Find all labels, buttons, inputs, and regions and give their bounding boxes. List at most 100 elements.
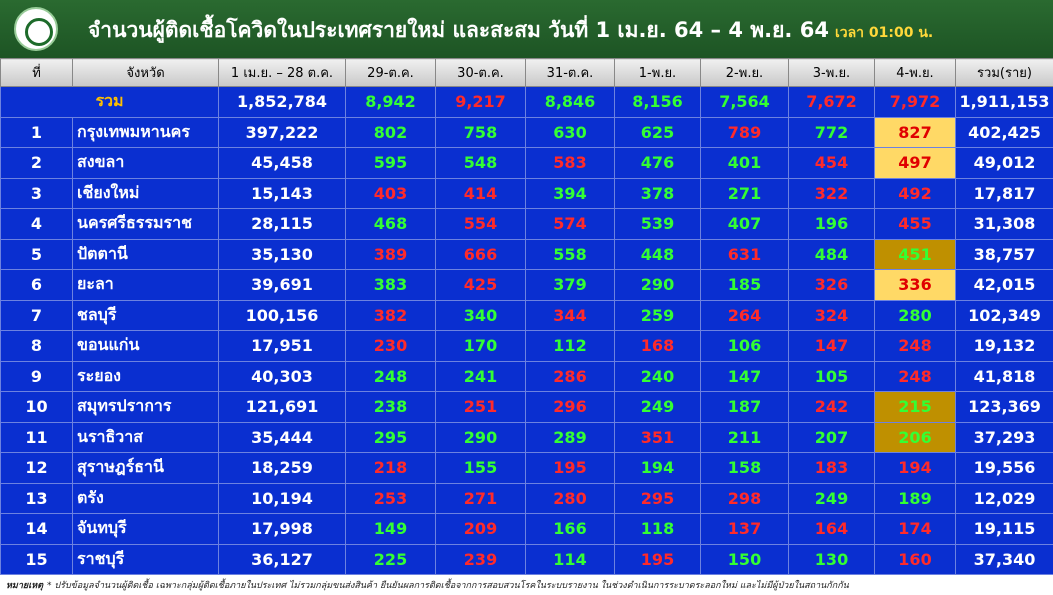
row-number: 11 <box>1 422 73 453</box>
column-header: 29-ต.ค. <box>346 59 436 87</box>
province-cell: นราธิวาส <box>73 422 219 453</box>
daily-cell: 241 <box>436 361 526 392</box>
daily-cell: 112 <box>526 331 615 362</box>
daily-cell: 326 <box>789 270 875 301</box>
row-number: 4 <box>1 209 73 240</box>
daily-cell: 211 <box>701 422 789 453</box>
cumulative-cell: 45,458 <box>219 148 346 179</box>
column-header: 2-พ.ย. <box>701 59 789 87</box>
daily-cell: 137 <box>701 514 789 545</box>
total-cell: 19,556 <box>956 453 1053 484</box>
daily-cell: 271 <box>701 178 789 209</box>
daily-cell: 414 <box>436 178 526 209</box>
cumulative-cell: 15,143 <box>219 178 346 209</box>
daily-cell: 296 <box>526 392 615 423</box>
total-cell: 49,012 <box>956 148 1053 179</box>
cumulative-cell: 18,259 <box>219 453 346 484</box>
footer: หมายเหตุ * ปรับข้อมูลจำนวนผู้ติดเชื้อ เฉพ… <box>0 575 1053 595</box>
province-cell: จันทบุรี <box>73 514 219 545</box>
daily-cell: 189 <box>875 483 956 514</box>
row-number: 10 <box>1 392 73 423</box>
total-label: รวม <box>1 87 219 118</box>
daily-cell: 389 <box>346 239 436 270</box>
daily-cell: 351 <box>615 422 701 453</box>
daily-cell: 218 <box>346 453 436 484</box>
column-header: 3-พ.ย. <box>789 59 875 87</box>
daily-cell: 548 <box>436 148 526 179</box>
daily-cell: 289 <box>526 422 615 453</box>
daily-cell: 164 <box>789 514 875 545</box>
cumulative-cell: 35,130 <box>219 239 346 270</box>
daily-cell: 207 <box>789 422 875 453</box>
daily-cell: 8,942 <box>346 87 436 118</box>
daily-cell: 166 <box>526 514 615 545</box>
province-cell: สุราษฎร์ธานี <box>73 453 219 484</box>
daily-cell: 324 <box>789 300 875 331</box>
daily-cell: 225 <box>346 544 436 575</box>
row-number: 3 <box>1 178 73 209</box>
daily-cell: 340 <box>436 300 526 331</box>
row-number: 5 <box>1 239 73 270</box>
daily-cell: 149 <box>346 514 436 545</box>
row-number: 12 <box>1 453 73 484</box>
cumulative-cell: 39,691 <box>219 270 346 301</box>
daily-cell: 240 <box>615 361 701 392</box>
cumulative-cell: 40,303 <box>219 361 346 392</box>
cumulative-cell: 35,444 <box>219 422 346 453</box>
daily-cell: 827 <box>875 117 956 148</box>
total-cell: 19,115 <box>956 514 1053 545</box>
province-cell: สงขลา <box>73 148 219 179</box>
daily-cell: 130 <box>789 544 875 575</box>
cumulative-cell: 17,951 <box>219 331 346 362</box>
total-cell: 42,015 <box>956 270 1053 301</box>
daily-cell: 183 <box>789 453 875 484</box>
daily-cell: 187 <box>701 392 789 423</box>
footer-note: * ปรับข้อมูลจำนวนผู้ติดเชื้อ เฉพาะกลุ่มผ… <box>47 581 849 591</box>
daily-cell: 280 <box>875 300 956 331</box>
daily-cell: 280 <box>526 483 615 514</box>
daily-cell: 248 <box>875 361 956 392</box>
daily-cell: 206 <box>875 422 956 453</box>
daily-cell: 170 <box>436 331 526 362</box>
daily-cell: 789 <box>701 117 789 148</box>
total-cell: 123,369 <box>956 392 1053 423</box>
total-cell: 37,340 <box>956 544 1053 575</box>
daily-cell: 468 <box>346 209 436 240</box>
cumulative-cell: 1,852,784 <box>219 87 346 118</box>
daily-cell: 158 <box>701 453 789 484</box>
daily-cell: 336 <box>875 270 956 301</box>
row-number: 9 <box>1 361 73 392</box>
daily-cell: 322 <box>789 178 875 209</box>
daily-cell: 114 <box>526 544 615 575</box>
footer-label: หมายเหตุ <box>6 581 43 591</box>
header: จำนวนผู้ติดเชื้อโควิดในประเทศรายใหม่ และ… <box>0 0 1053 58</box>
cumulative-cell: 397,222 <box>219 117 346 148</box>
daily-cell: 802 <box>346 117 436 148</box>
logo <box>14 7 58 51</box>
title-text: จำนวนผู้ติดเชื้อโควิดในประเทศรายใหม่ และ… <box>88 18 829 42</box>
total-cell: 102,349 <box>956 300 1053 331</box>
daily-cell: 290 <box>436 422 526 453</box>
daily-cell: 492 <box>875 178 956 209</box>
row-number: 2 <box>1 148 73 179</box>
daily-cell: 403 <box>346 178 436 209</box>
daily-cell: 147 <box>701 361 789 392</box>
province-cell: ขอนแก่น <box>73 331 219 362</box>
row-number: 8 <box>1 331 73 362</box>
daily-cell: 558 <box>526 239 615 270</box>
daily-cell: 195 <box>526 453 615 484</box>
daily-cell: 574 <box>526 209 615 240</box>
daily-cell: 394 <box>526 178 615 209</box>
daily-cell: 248 <box>346 361 436 392</box>
